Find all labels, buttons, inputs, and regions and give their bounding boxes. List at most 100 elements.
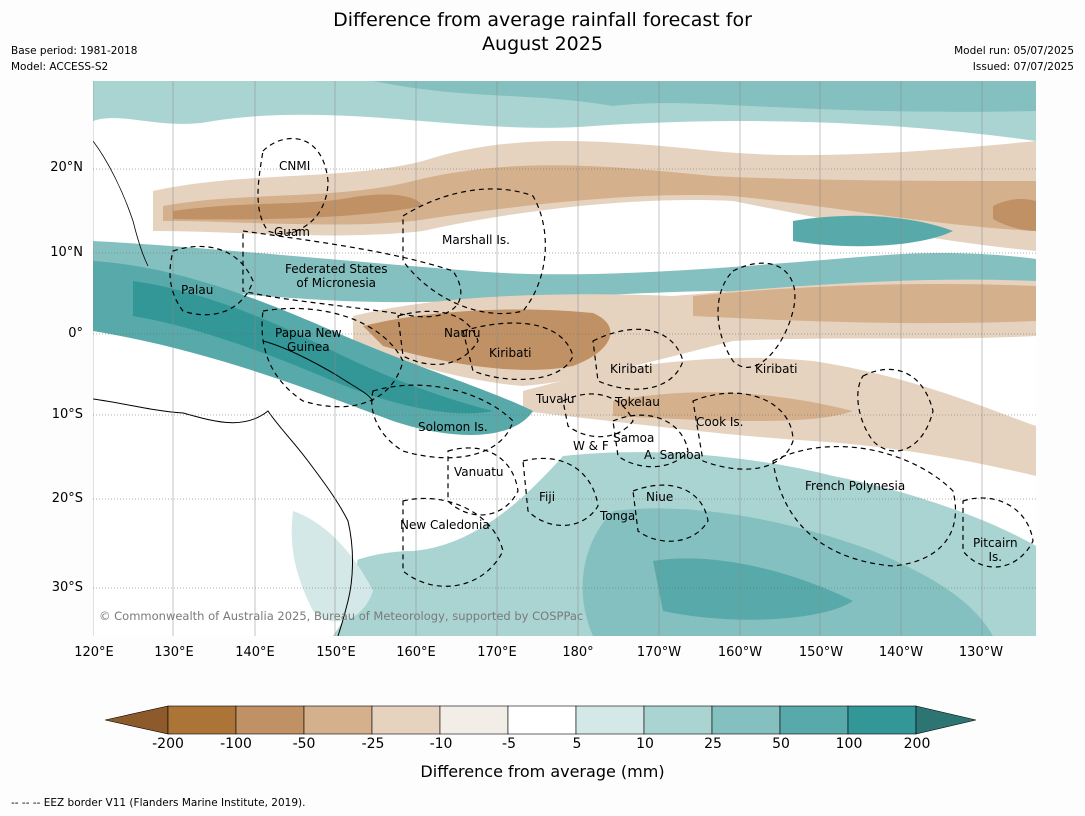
coastline-philippines	[93, 140, 149, 267]
colorbar-label: Difference from average (mm)	[420, 762, 665, 781]
label-fsm-line2: of Micronesia	[296, 276, 377, 290]
label-nauru: Nauru	[444, 326, 481, 340]
label-kiribati-west: Kiribati	[489, 346, 532, 360]
lat-label-30s: 30°S	[51, 580, 83, 595]
label-cook: Cook Is.	[696, 415, 744, 429]
colorbar	[105, 705, 977, 735]
label-kiribati-central: Kiribati	[610, 362, 653, 376]
label-fsm-line1: Federated States	[285, 262, 388, 276]
eez-tokelau	[612, 414, 689, 468]
label-pitcairn-line1: Pitcairn	[973, 536, 1018, 550]
colorbar-bin-3	[303, 705, 373, 735]
eez-cook	[692, 392, 794, 470]
lon-label-130w: 130°W	[958, 645, 1004, 660]
label-png-line1: Papua New	[275, 326, 342, 340]
cbar-tick-5: -10	[429, 736, 453, 752]
eez-fsm	[242, 230, 462, 318]
cbar-tick-8: 10	[636, 736, 654, 752]
title-line-2: August 2025	[482, 33, 603, 55]
colorbar-bin-4	[371, 705, 441, 735]
colorbar-bin-6	[507, 705, 577, 735]
eez-palau	[169, 245, 254, 316]
label-tuvalu: Tuvalu	[536, 392, 575, 406]
eez-pitcairn	[962, 497, 1034, 568]
model-name: Model: ACCESS-S2	[11, 61, 109, 73]
label-cnmi: CNMI	[279, 159, 311, 173]
brown-core-southeast	[613, 392, 853, 421]
cbar-tick-6: -5	[502, 736, 516, 752]
issued-date: Issued: 07/07/2025	[972, 61, 1074, 73]
colorbar-bin-9	[711, 705, 781, 735]
longitude-gridlines	[93, 81, 983, 636]
lat-label-0: 0°	[68, 326, 83, 341]
label-solomon: Solomon Is.	[418, 420, 488, 434]
teal-band-north-2	[373, 81, 1036, 112]
lon-label-160w: 160°W	[717, 645, 763, 660]
eez-kiribati-w	[462, 322, 574, 381]
colorbar-extend-right	[915, 705, 977, 735]
colorbar-bin-7	[575, 705, 645, 735]
eez-tuvalu	[562, 393, 634, 438]
model-run: Model run: 05/07/2025	[954, 45, 1074, 57]
teal-core-west	[133, 281, 493, 414]
label-pitcairn-line2: Is.	[988, 550, 1003, 564]
lat-label-10n: 10°N	[50, 245, 83, 260]
eez-newcal	[402, 497, 504, 587]
cbar-tick-12: 200	[903, 736, 931, 752]
title-line-1: Difference from average rainfall forecas…	[333, 9, 752, 31]
label-kiribati-east: Kiribati	[755, 362, 798, 376]
teal-south-deep	[653, 558, 853, 620]
cbar-tick-1: -200	[152, 736, 184, 752]
label-vanuatu: Vanuatu	[454, 465, 504, 479]
label-png: Papua New Guinea	[275, 326, 342, 354]
label-fiji: Fiji	[539, 490, 556, 504]
label-tokelau: Tokelau	[615, 395, 660, 409]
eez-frpoly	[772, 445, 957, 567]
eez-solomon	[371, 384, 514, 459]
brown-band-equator-east	[693, 284, 1036, 324]
cbar-tick-10: 50	[772, 736, 790, 752]
lon-label-150w: 150°W	[798, 645, 844, 660]
label-pitcairn: Pitcairn Is.	[973, 536, 1018, 564]
eez-fiji	[522, 457, 599, 526]
colorbar-bin-10	[779, 705, 849, 735]
eez-borders	[169, 137, 1034, 587]
australia-land	[93, 401, 359, 636]
label-palau: Palau	[181, 283, 214, 297]
eez-tonga-niue	[632, 484, 709, 542]
brown-band-20n-2	[163, 165, 1036, 231]
cbar-tick-7: 5	[572, 736, 582, 752]
eez-png	[261, 307, 404, 408]
label-wf: W & F	[573, 439, 609, 453]
label-niue: Niue	[646, 490, 674, 504]
footer-eez-note: -- -- -- EEZ border V11 (Flanders Marine…	[11, 797, 306, 809]
lon-label-130e: 130°E	[154, 645, 194, 660]
label-new-caledonia: New Caledonia	[400, 518, 490, 532]
eez-frpoly-north	[857, 368, 934, 452]
copyright-credit: © Commonwealth of Australia 2025, Bureau…	[99, 609, 584, 623]
lon-label-140w: 140°W	[878, 645, 924, 660]
latitude-gridlines	[93, 168, 1036, 589]
colorbar-extend-left	[105, 705, 169, 735]
eez-kiribati-e	[717, 262, 796, 368]
lat-label-20s: 20°S	[51, 491, 83, 506]
cbar-tick-4: -25	[361, 736, 385, 752]
lon-label-170w: 170°W	[636, 645, 682, 660]
colorbar-bin-11	[847, 705, 917, 735]
label-marshall: Marshall Is.	[442, 233, 510, 247]
cbar-tick-11: 100	[835, 736, 863, 752]
label-png-line2: Guinea	[287, 340, 330, 354]
colorbar-bin-1	[167, 705, 237, 735]
teal-light-east-australia	[291, 511, 373, 622]
lat-label-10s: 10°S	[51, 407, 83, 422]
colorbar-boxes	[105, 705, 977, 735]
coastline-png	[262, 340, 374, 402]
cbar-tick-3: -50	[292, 736, 316, 752]
meta-right: Model run: 05/07/2025 Issued: 07/07/2025	[954, 43, 1074, 75]
label-samoa: Samoa	[613, 431, 655, 445]
label-french-polynesia: French Polynesia	[805, 479, 906, 493]
coastline-australia	[93, 398, 353, 636]
label-fsm: Federated States of Micronesia	[285, 262, 387, 290]
colorbar-bin-5	[439, 705, 509, 735]
label-american-samoa: A. Samoa	[644, 448, 701, 462]
